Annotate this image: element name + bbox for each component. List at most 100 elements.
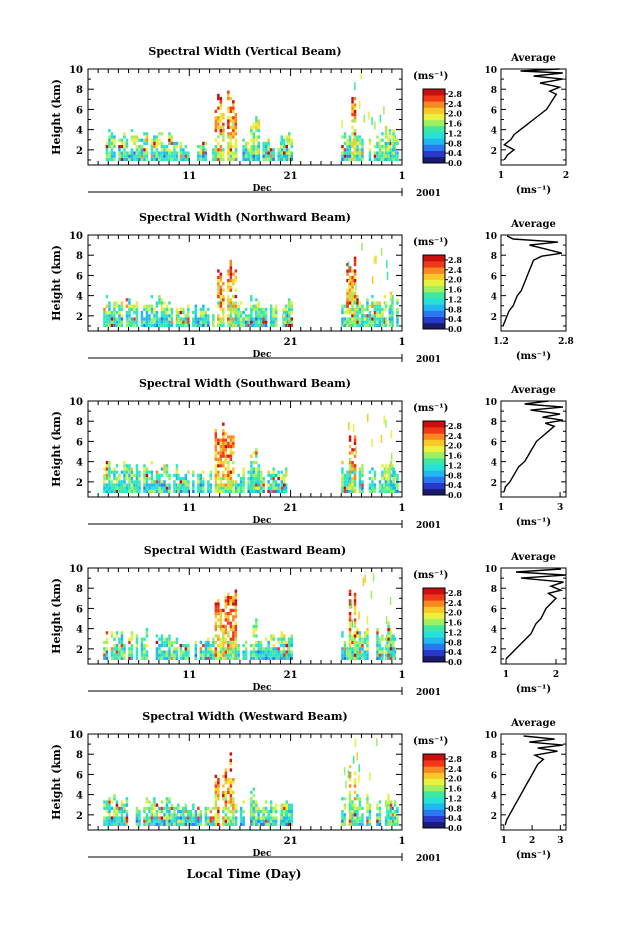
heatmap-cell — [239, 486, 243, 490]
heatmap-cell — [227, 778, 230, 782]
heatmap-cell — [250, 129, 253, 133]
heatmap-cell — [222, 138, 225, 142]
heatmap-cell — [269, 819, 273, 823]
heatmap-cell — [177, 806, 180, 810]
heatmap-cell — [108, 467, 111, 471]
heatmap-cell — [187, 486, 190, 490]
heatmap-cell — [128, 640, 131, 644]
heatmap-cell — [232, 599, 235, 603]
heatmap-cell — [358, 154, 362, 158]
heatmap-cell — [259, 819, 263, 823]
heatmap-cell — [378, 157, 382, 161]
heatmap-cell — [108, 464, 111, 468]
heatmap-cell — [173, 148, 176, 152]
heatmap-cell — [351, 464, 354, 468]
heatmap-cell — [177, 320, 180, 324]
heatmap-cell — [351, 304, 354, 308]
colorbar-unit: (ms⁻¹) — [413, 736, 448, 747]
heatmap-cell — [356, 151, 359, 155]
heatmap-cell — [202, 656, 205, 660]
heatmap-cell — [392, 154, 395, 158]
heatmap-cell — [229, 608, 233, 612]
heatmap-cell — [224, 653, 228, 657]
heatmap-cell — [168, 135, 171, 139]
heatmap-cell — [108, 800, 111, 804]
heatmap-cell — [170, 806, 174, 810]
heatmap-cell — [128, 477, 131, 481]
heatmap-cell — [229, 106, 233, 110]
heatmap-cell — [290, 822, 293, 826]
heatmap-cell — [145, 480, 149, 484]
colorbar-swatch — [423, 267, 445, 274]
heatmap-cell — [376, 656, 379, 660]
heatmap-cell — [227, 454, 230, 458]
heatmap-cell — [356, 650, 359, 654]
heatmap-cell — [257, 640, 260, 644]
heatmap-cell — [353, 637, 357, 641]
heatmap-cell — [110, 656, 114, 660]
heatmap-cell — [110, 320, 114, 324]
heatmap-cell — [274, 650, 278, 654]
heatmap-cell — [353, 132, 357, 136]
heatmap-cell — [371, 117, 373, 125]
heatmap-cell — [283, 810, 286, 814]
heatmap-cell — [222, 464, 225, 468]
heatmap-cell — [282, 473, 285, 477]
heatmap-cell — [259, 650, 263, 654]
heatmap-cell — [348, 457, 352, 461]
heatmap-cell — [118, 806, 121, 810]
heatmap-cell — [214, 819, 218, 823]
heatmap-cell — [118, 477, 121, 481]
heatmap-cell — [232, 806, 235, 810]
heatmap-cell — [242, 311, 245, 315]
heatmap-cell — [170, 644, 174, 648]
heatmap-cell — [232, 438, 235, 442]
heatmap-cell — [353, 454, 357, 458]
heatmap-cell — [239, 483, 243, 487]
colorbar-tick-label: 2.0 — [448, 608, 462, 618]
heatmap-cell — [376, 650, 379, 654]
heatmap-cell — [269, 800, 273, 804]
heatmap-cell — [158, 295, 161, 299]
heatmap-cell — [351, 477, 354, 481]
heatmap-cell — [110, 323, 114, 327]
heatmap-cell — [207, 486, 210, 490]
heatmap-cell — [290, 650, 293, 654]
avg-x-unit: (ms⁻¹) — [516, 850, 551, 861]
heatmap-cell — [224, 605, 228, 609]
heatmap-cell — [217, 477, 220, 481]
heatmap-cell — [255, 119, 258, 123]
heatmap-cell — [366, 803, 369, 807]
heatmap-cell — [388, 145, 392, 149]
heatmap-cell — [165, 145, 169, 149]
colorbar-frame — [422, 420, 446, 496]
heatmap-cell — [384, 135, 388, 139]
heatmap-cell — [232, 129, 235, 133]
heatmap-cell — [150, 480, 154, 484]
heatmap-cell — [247, 151, 250, 155]
heatmap-cell — [387, 135, 390, 139]
heatmap-cell — [280, 148, 283, 152]
heatmap-cell — [115, 317, 119, 321]
heatmap-cell — [207, 637, 210, 641]
heatmap-cell — [113, 301, 116, 305]
heatmap-cell — [343, 819, 347, 823]
heatmap-cell — [145, 634, 149, 638]
heatmap-cell — [153, 320, 156, 324]
heatmap-cell — [353, 282, 357, 286]
heatmap-cell — [346, 480, 349, 484]
heatmap-cell — [356, 298, 359, 302]
heatmap-cell — [272, 311, 275, 315]
heatmap-cell — [391, 141, 394, 145]
colorbar-swatch — [423, 655, 445, 663]
heatmap-cell — [128, 650, 131, 654]
colorbar-swatch — [423, 784, 445, 792]
heatmap-cell — [217, 304, 220, 308]
heatmap-cell — [145, 132, 149, 136]
heatmap-cell — [130, 138, 134, 142]
heatmap-cell — [182, 813, 185, 817]
heatmap-cell — [368, 822, 372, 826]
heatmap-cell — [274, 822, 278, 826]
heatmap-cell — [217, 282, 220, 286]
heatmap-cell — [262, 157, 265, 161]
